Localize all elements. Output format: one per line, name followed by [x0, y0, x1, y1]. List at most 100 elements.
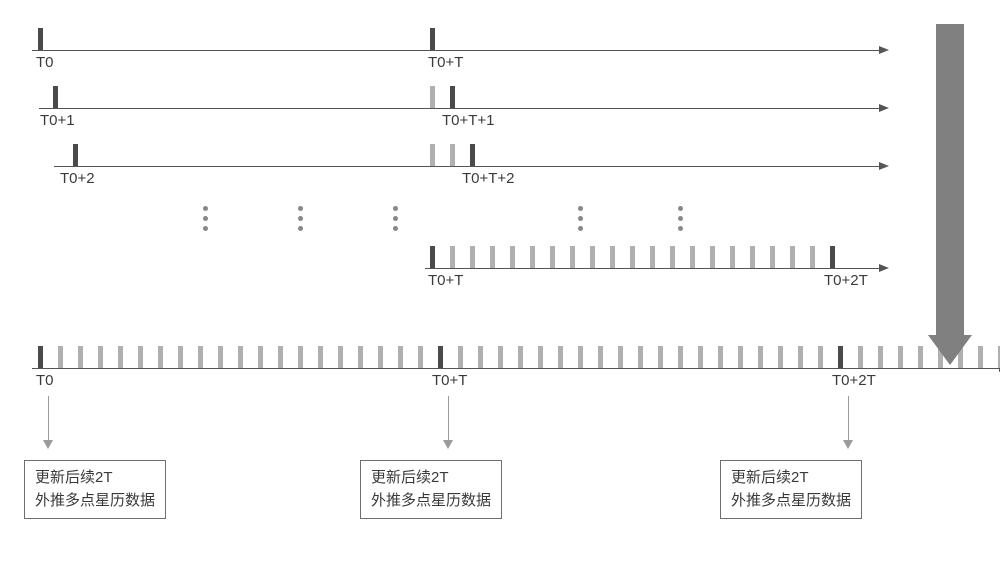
callout-arrowhead: [43, 440, 53, 449]
tick-mark: [378, 346, 383, 368]
tick-mark: [630, 246, 635, 268]
ellipsis-dot: [678, 226, 683, 231]
tick-mark: [238, 346, 243, 368]
tick-mark: [578, 346, 583, 368]
tick-mark: [438, 346, 443, 368]
tick-mark: [858, 346, 863, 368]
tick-mark: [618, 346, 623, 368]
tick-mark: [818, 346, 823, 368]
caption-line: 更新后续2T: [371, 467, 491, 490]
update-caption-box: 更新后续2T外推多点星历数据: [720, 460, 862, 519]
tick-mark: [450, 86, 455, 108]
tick-label: T0+T: [428, 54, 463, 71]
tick-mark: [490, 246, 495, 268]
caption-line: 外推多点星历数据: [35, 490, 155, 513]
axis-line: [32, 50, 880, 51]
caption-line: 外推多点星历数据: [731, 490, 851, 513]
tick-mark: [218, 346, 223, 368]
tick-mark: [610, 246, 615, 268]
tick-mark: [418, 346, 423, 368]
tick-mark: [278, 346, 283, 368]
tick-mark: [118, 346, 123, 368]
ellipsis-dot: [578, 206, 583, 211]
ellipsis-dot: [393, 226, 398, 231]
tick-mark: [53, 86, 58, 108]
callout-line: [48, 396, 49, 440]
tick-mark: [158, 346, 163, 368]
tick-mark: [978, 346, 983, 368]
tick-label: T0+2T: [824, 272, 868, 289]
tick-mark: [450, 144, 455, 166]
tick-mark: [590, 246, 595, 268]
callout-arrowhead: [443, 440, 453, 449]
tick-mark: [38, 346, 43, 368]
tick-mark: [658, 346, 663, 368]
update-caption-box: 更新后续2T外推多点星历数据: [360, 460, 502, 519]
axis-line: [425, 268, 880, 269]
tick-mark: [730, 246, 735, 268]
tick-mark: [758, 346, 763, 368]
tick-mark: [298, 346, 303, 368]
tick-mark: [430, 28, 435, 50]
tick-label: T0+T: [428, 272, 463, 289]
tick-mark: [358, 346, 363, 368]
tick-mark: [670, 246, 675, 268]
diagram-canvas: T0T0+TT0+1T0+T+1T0+2T0+T+2T0+TT0+2TT0T0+…: [0, 0, 1000, 577]
tick-mark: [878, 346, 883, 368]
tick-mark: [678, 346, 683, 368]
tick-mark: [770, 246, 775, 268]
tick-mark: [810, 246, 815, 268]
axis-line: [32, 368, 1000, 369]
tick-mark: [73, 144, 78, 166]
tick-mark: [258, 346, 263, 368]
tick-label: T0+2T: [832, 372, 876, 389]
axis-line: [39, 108, 880, 109]
tick-mark: [798, 346, 803, 368]
tick-mark: [458, 346, 463, 368]
axis-arrowhead: [879, 46, 889, 54]
tick-mark: [790, 246, 795, 268]
axis-arrowhead: [879, 162, 889, 170]
tick-mark: [198, 346, 203, 368]
ellipsis-dot: [678, 206, 683, 211]
ellipsis-dot: [678, 216, 683, 221]
ellipsis-dot: [203, 226, 208, 231]
tick-mark: [338, 346, 343, 368]
tick-mark: [510, 246, 515, 268]
axis-arrowhead: [879, 264, 889, 272]
tick-mark: [718, 346, 723, 368]
axis-arrowhead: [879, 104, 889, 112]
tick-mark: [778, 346, 783, 368]
tick-mark: [518, 346, 523, 368]
caption-line: 外推多点星历数据: [371, 490, 491, 513]
tick-mark: [430, 246, 435, 268]
ellipsis-dot: [203, 206, 208, 211]
tick-mark: [638, 346, 643, 368]
tick-mark: [538, 346, 543, 368]
progress-arrow: [936, 24, 964, 335]
ellipsis-dot: [298, 216, 303, 221]
tick-mark: [470, 246, 475, 268]
tick-label: T0+T+1: [442, 112, 495, 129]
callout-line: [848, 396, 849, 440]
progress-arrow-head: [928, 335, 972, 365]
tick-label: T0+T+2: [462, 170, 515, 187]
tick-mark: [398, 346, 403, 368]
tick-mark: [710, 246, 715, 268]
tick-mark: [690, 246, 695, 268]
tick-mark: [598, 346, 603, 368]
ellipsis-dot: [393, 206, 398, 211]
tick-label: T0+2: [60, 170, 95, 187]
caption-line: 更新后续2T: [35, 467, 155, 490]
ellipsis-dot: [298, 206, 303, 211]
caption-line: 更新后续2T: [731, 467, 851, 490]
tick-mark: [98, 346, 103, 368]
tick-mark: [58, 346, 63, 368]
tick-label: T0+1: [40, 112, 75, 129]
tick-mark: [698, 346, 703, 368]
tick-mark: [550, 246, 555, 268]
tick-mark: [38, 28, 43, 50]
tick-mark: [750, 246, 755, 268]
tick-mark: [650, 246, 655, 268]
tick-mark: [78, 346, 83, 368]
